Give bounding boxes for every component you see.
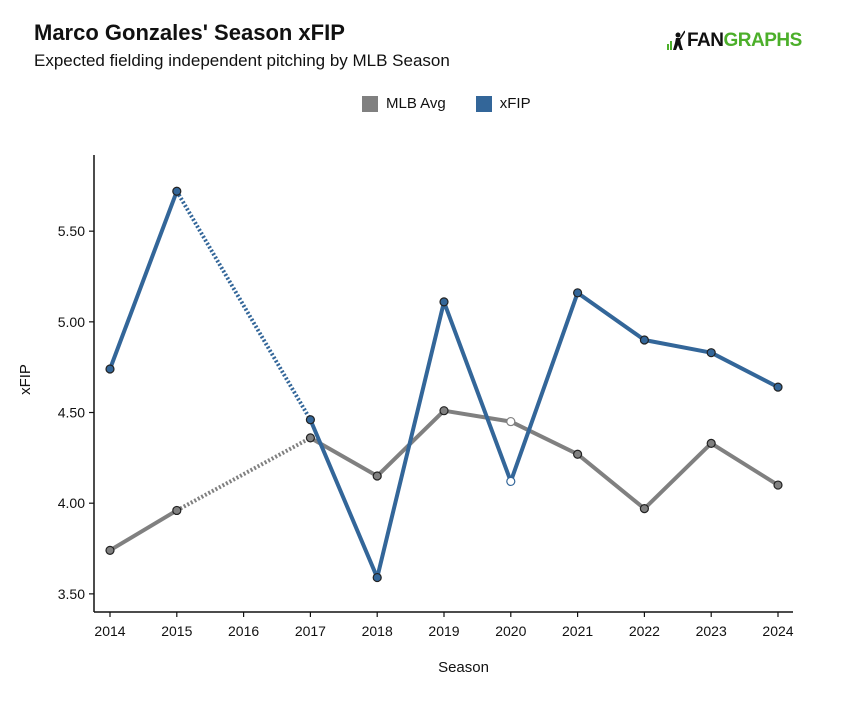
series-line-xfip (642, 337, 714, 355)
series-line-mlb-avg (442, 408, 513, 424)
logo-text-fan: FAN (687, 30, 724, 51)
data-point-mlb-avg (773, 480, 783, 490)
legend-label-mlb-avg: MLB Avg (386, 95, 446, 112)
series-line-xfip (175, 190, 313, 421)
x-tick-label: 2018 (362, 623, 393, 639)
data-point-mlb-avg (572, 449, 583, 459)
x-tick-label: 2020 (495, 623, 526, 639)
x-tick-label: 2023 (696, 623, 727, 639)
fangraphs-logo[interactable]: FAN GRAPHS (667, 30, 802, 52)
legend: MLB Avg xFIP (362, 95, 561, 112)
data-point-mlb-avg (172, 505, 182, 516)
data-point-mlb-avg (506, 416, 516, 427)
data-point-xfip (706, 348, 716, 358)
series-line-xfip (709, 350, 780, 390)
y-tick-label: 5.00 (58, 314, 85, 330)
chart-subtitle: Expected fielding independent pitching b… (34, 51, 450, 70)
series-line-xfip (508, 290, 580, 484)
chart-title: Marco Gonzales' Season xFIP (34, 20, 345, 45)
data-point-xfip (572, 288, 583, 298)
x-tick-label: 2017 (295, 623, 326, 639)
batter-logo-icon (667, 30, 685, 50)
x-tick-label: 2016 (228, 623, 259, 639)
data-point-xfip (305, 415, 315, 425)
legend-item-mlb-avg[interactable]: MLB Avg (362, 95, 446, 112)
series-line-mlb-avg (575, 452, 647, 511)
data-point-xfip (372, 572, 382, 583)
series-line-xfip (308, 417, 380, 580)
x-tick-label: 2015 (161, 623, 192, 639)
legend-item-xfip[interactable]: xFIP (475, 95, 531, 112)
series-line-xfip (575, 290, 647, 342)
data-point-mlb-avg (639, 504, 650, 514)
data-point-xfip (506, 476, 516, 487)
legend-label-xfip: xFIP (499, 95, 531, 112)
y-axis-label: xFIP (17, 364, 34, 395)
data-point-xfip (773, 382, 783, 392)
x-tick-label: 2024 (762, 623, 793, 639)
data-point-xfip (105, 364, 115, 374)
x-tick-label: 2021 (562, 623, 593, 639)
data-point-mlb-avg (372, 471, 382, 481)
data-point-xfip (639, 335, 650, 345)
x-tick-label: 2014 (94, 623, 125, 639)
logo-text-graphs: GRAPHS (723, 30, 803, 51)
series-line-mlb-avg (175, 436, 312, 513)
x-tick-label: 2022 (629, 623, 660, 639)
legend-swatch-xfip (475, 95, 492, 112)
data-point-mlb-avg (105, 545, 115, 555)
x-tick-label: 2019 (428, 623, 459, 639)
data-point-mlb-avg (439, 406, 449, 416)
series-line-mlb-avg (642, 441, 714, 511)
y-tick-label: 4.00 (58, 495, 85, 511)
series-line-xfip (375, 299, 446, 580)
series-line-mlb-avg (709, 441, 780, 488)
y-tick-label: 3.50 (58, 586, 85, 602)
legend-swatch-mlb-avg (362, 95, 378, 112)
series-line-mlb-avg (508, 419, 580, 457)
y-tick-label: 4.50 (58, 405, 85, 421)
series-line-xfip (442, 299, 513, 484)
data-point-xfip (172, 186, 182, 196)
data-point-mlb-avg (305, 433, 315, 443)
data-point-xfip (439, 297, 449, 307)
data-point-mlb-avg (706, 438, 716, 448)
x-axis-label: Season (438, 659, 489, 676)
series-line-mlb-avg (108, 508, 179, 553)
y-tick-label: 5.50 (58, 223, 85, 239)
series-line-xfip (108, 189, 179, 371)
